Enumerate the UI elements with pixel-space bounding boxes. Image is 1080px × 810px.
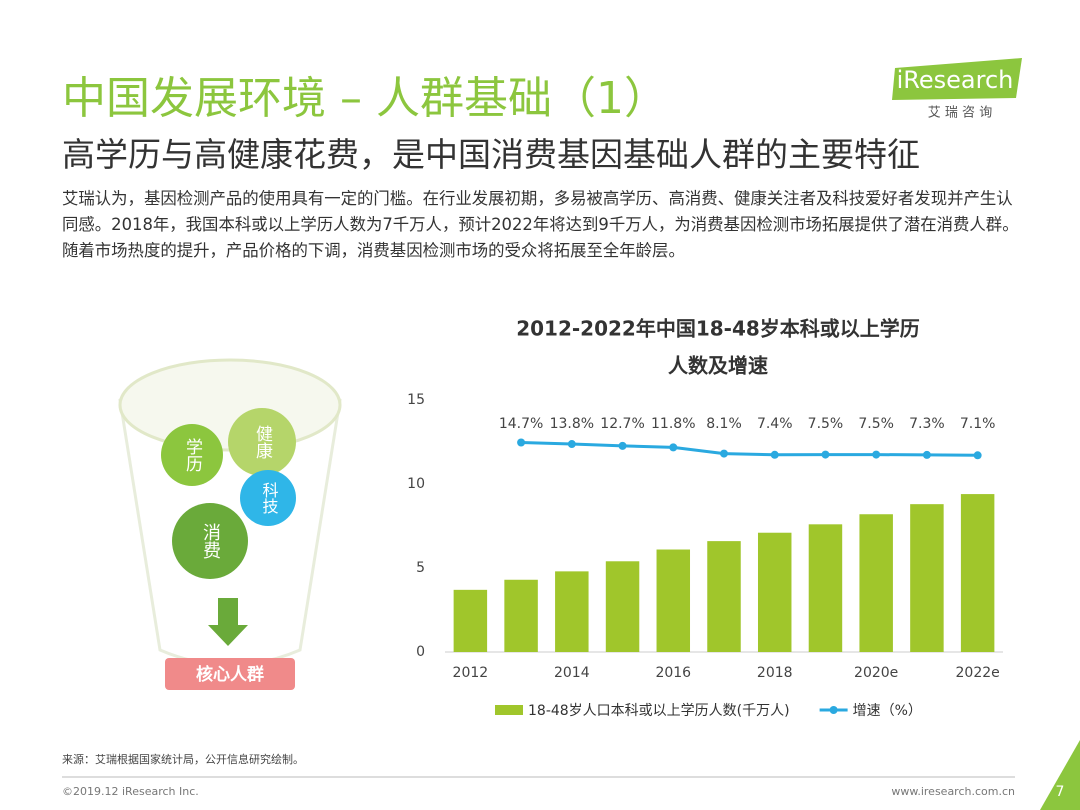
result-label: 核心人群	[196, 664, 264, 685]
y-tick-label: 5	[416, 560, 425, 576]
subtitle: 高学历与高健康花费，是中国消费基因基础人群的主要特征	[62, 135, 920, 174]
title: 中国发展环境 – 人群基础（1）	[62, 73, 668, 124]
bar	[757, 532, 792, 652]
circle	[228, 408, 296, 476]
bar	[960, 494, 995, 652]
result-box	[165, 658, 295, 690]
copyright: ©2019.12 iResearch Inc.	[62, 785, 199, 798]
bar	[605, 561, 640, 652]
data-label: 7.5%	[858, 416, 894, 432]
legend-swatch	[829, 706, 838, 714]
logo-cn: 艾 瑞 咨 询	[928, 106, 992, 121]
data-label: 7.5%	[808, 416, 844, 432]
line-marker	[720, 449, 728, 458]
line-marker	[669, 443, 678, 452]
line-marker	[517, 438, 526, 447]
chart-title: 2012-2022年中国18-48岁本科或以上学历	[516, 317, 920, 341]
circle-label: 健康	[252, 425, 273, 459]
legend-label: 增速（%）	[853, 703, 922, 719]
page-number: 7	[1056, 784, 1065, 800]
corner	[1040, 740, 1080, 810]
circle-label: 科技	[260, 482, 279, 515]
arrow	[208, 598, 248, 646]
data-label: 11.8%	[651, 416, 695, 432]
source: 来源：艾瑞根据国家统计局，公开信息研究绘制。	[62, 752, 304, 766]
data-label: 7.3%	[909, 416, 945, 432]
x-tick-label: 2022e	[956, 665, 1000, 681]
line-marker	[618, 441, 627, 450]
logo-bg	[892, 58, 1022, 100]
bar	[910, 504, 944, 652]
bar	[859, 514, 893, 652]
circle	[161, 424, 223, 486]
line-marker	[973, 451, 982, 460]
x-tick-label: 2012	[453, 665, 489, 681]
paragraph: 艾瑞认为，基因检测产品的使用具有一定的门槛。在行业发展初期，多易被高学历、高消费…	[62, 189, 1019, 260]
circle	[240, 470, 296, 526]
circle-label: 学历	[182, 438, 203, 472]
y-tick-label: 0	[416, 644, 425, 660]
url: www.iresearch.com.cn	[891, 785, 1015, 798]
logo: iResearch	[897, 66, 1014, 94]
line-marker	[872, 450, 881, 459]
x-tick-label: 2016	[655, 665, 691, 681]
bar	[453, 589, 488, 652]
data-label: 12.7%	[600, 416, 644, 432]
circle-label: 消费	[200, 523, 221, 559]
bar	[656, 549, 691, 652]
circle	[172, 503, 248, 579]
data-label: 7.4%	[757, 416, 793, 432]
data-label: 8.1%	[706, 416, 742, 432]
x-tick-label: 2020e	[854, 665, 898, 681]
data-label: 14.7%	[499, 416, 543, 432]
y-tick-label: 10	[407, 476, 425, 492]
legend-label: 18-48岁人口本科或以上学历人数(千万人)	[528, 703, 790, 719]
bar	[555, 571, 589, 652]
chart-title: 人数及增速	[668, 354, 768, 378]
line-marker	[922, 450, 931, 459]
data-label: 7.1%	[960, 416, 996, 432]
line-marker	[567, 440, 576, 449]
bar	[504, 579, 538, 652]
line-marker	[770, 450, 779, 459]
x-tick-label: 2014	[554, 665, 590, 681]
line	[521, 441, 978, 457]
x-tick-label: 2018	[757, 665, 793, 681]
line-marker	[821, 450, 830, 459]
y-tick-label: 15	[407, 392, 425, 408]
data-label: 13.8%	[550, 416, 594, 432]
bar	[808, 524, 843, 652]
legend-swatch	[495, 705, 523, 715]
bar	[707, 541, 741, 652]
